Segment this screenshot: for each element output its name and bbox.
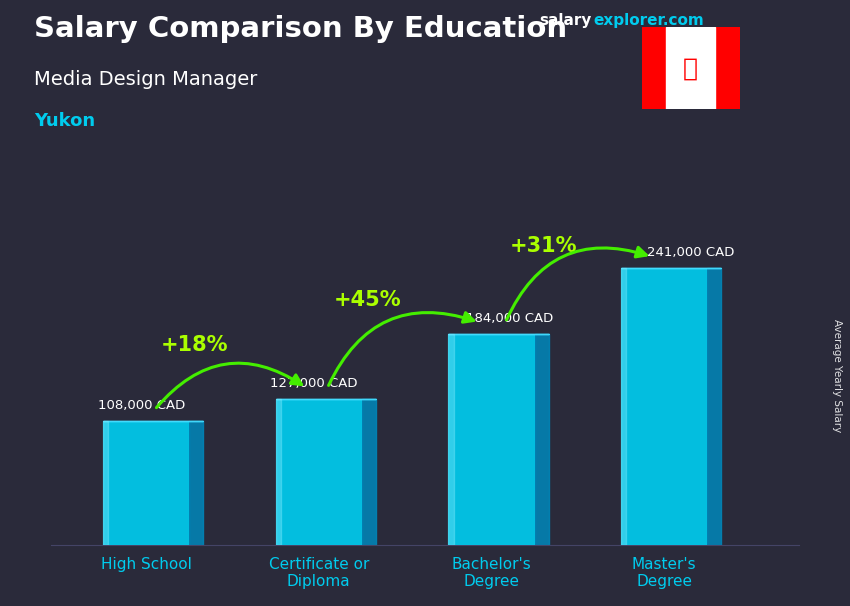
Polygon shape	[190, 421, 203, 545]
Polygon shape	[707, 268, 722, 545]
Polygon shape	[621, 268, 626, 545]
Polygon shape	[103, 421, 108, 545]
Polygon shape	[362, 399, 376, 545]
Bar	[642, 27, 666, 109]
Text: 127,000 CAD: 127,000 CAD	[270, 378, 358, 390]
Text: 108,000 CAD: 108,000 CAD	[98, 399, 185, 412]
Text: salary: salary	[540, 13, 592, 28]
Text: 🍁: 🍁	[683, 56, 698, 80]
Text: 241,000 CAD: 241,000 CAD	[647, 246, 734, 259]
Text: 184,000 CAD: 184,000 CAD	[466, 311, 552, 325]
Text: Media Design Manager: Media Design Manager	[34, 70, 258, 88]
Text: +31%: +31%	[510, 236, 577, 256]
FancyBboxPatch shape	[448, 334, 535, 545]
Text: +45%: +45%	[333, 290, 401, 310]
Text: explorer.com: explorer.com	[593, 13, 704, 28]
Text: Average Yearly Salary: Average Yearly Salary	[832, 319, 842, 432]
Text: Yukon: Yukon	[34, 112, 95, 130]
FancyBboxPatch shape	[103, 421, 190, 545]
Polygon shape	[535, 334, 548, 545]
Bar	[666, 27, 715, 109]
Text: +18%: +18%	[161, 335, 228, 355]
FancyBboxPatch shape	[621, 268, 707, 545]
Polygon shape	[275, 399, 281, 545]
FancyBboxPatch shape	[275, 399, 362, 545]
Text: Salary Comparison By Education: Salary Comparison By Education	[34, 15, 567, 43]
Bar	[715, 27, 740, 109]
Polygon shape	[448, 334, 454, 545]
